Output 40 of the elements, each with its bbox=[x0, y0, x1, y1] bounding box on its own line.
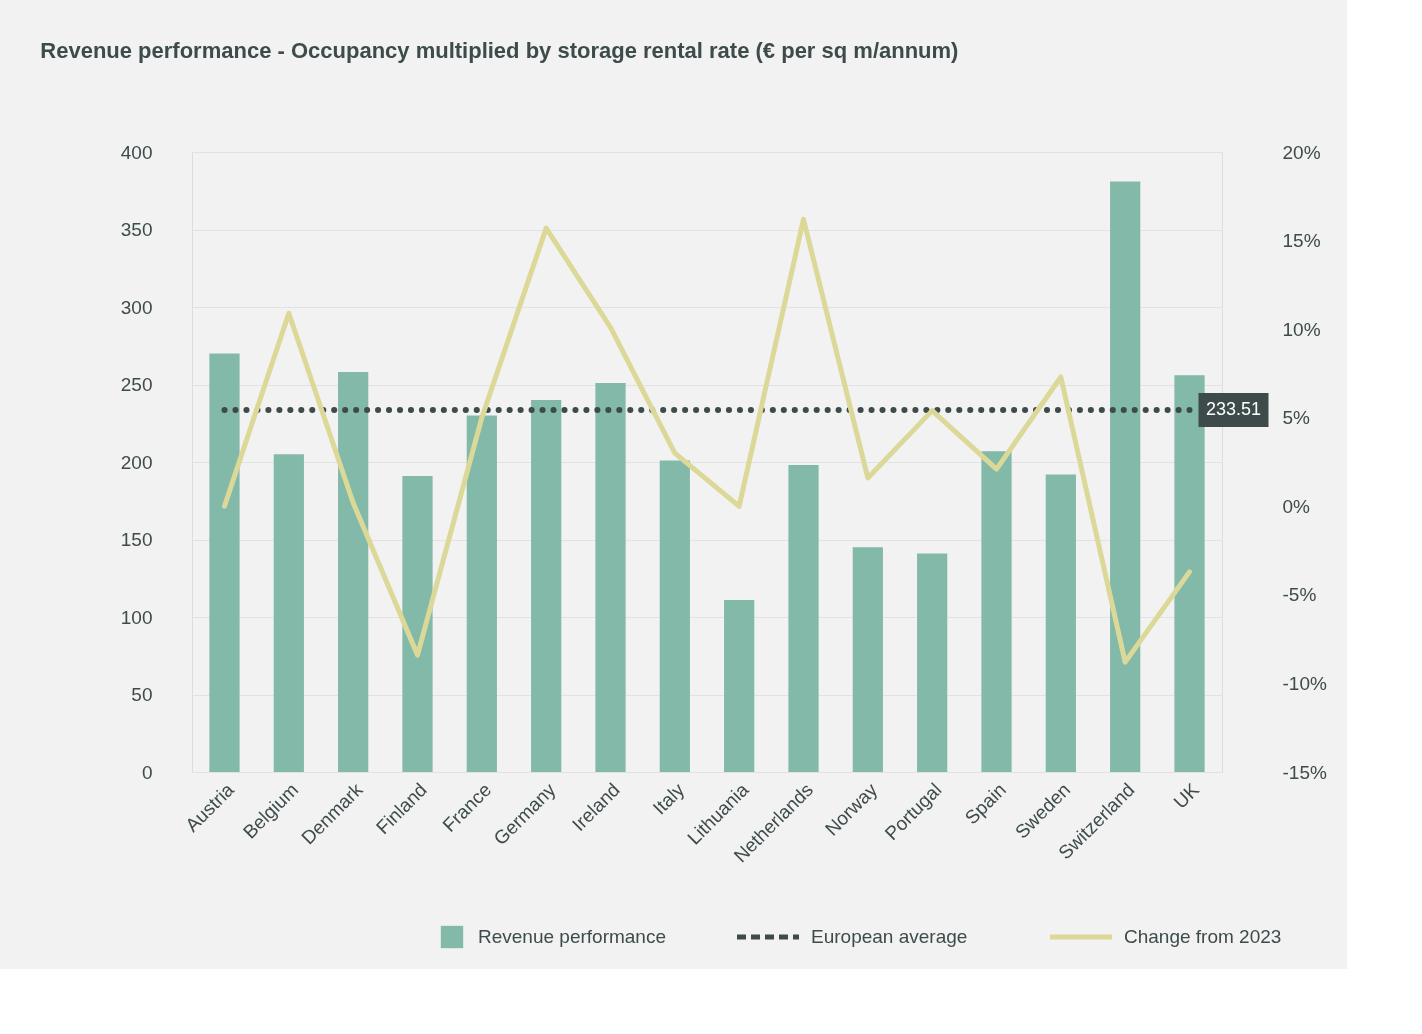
bar bbox=[981, 451, 1012, 772]
y2-tick-label: 5% bbox=[1282, 407, 1311, 429]
y-tick-label: 250 bbox=[120, 374, 153, 395]
bar bbox=[595, 382, 626, 772]
bar bbox=[1045, 474, 1076, 772]
bar bbox=[788, 465, 819, 772]
y-tick-label: 0 bbox=[141, 761, 153, 783]
data-label: 233.51 bbox=[1205, 399, 1262, 420]
y2-tick-label: 15% bbox=[1282, 230, 1321, 252]
y-tick-label: 200 bbox=[120, 451, 153, 473]
bar bbox=[852, 547, 883, 772]
x-tick-label: Italy bbox=[648, 778, 689, 819]
legend-label: Revenue performance bbox=[478, 926, 666, 947]
bar bbox=[466, 415, 497, 772]
y-tick-label: 350 bbox=[120, 219, 153, 240]
y2-tick-label: 20% bbox=[1282, 141, 1321, 163]
x-tick-label: UK bbox=[1169, 778, 1204, 813]
bar bbox=[917, 553, 948, 772]
y2-tick-label: 0% bbox=[1282, 495, 1311, 517]
bar bbox=[1110, 181, 1141, 772]
bar bbox=[338, 372, 369, 772]
bar bbox=[724, 599, 755, 772]
chart-title: Revenue performance - Occupancy multiplied by storage rental rate (€ per sq m/annum) bbox=[40, 38, 959, 63]
bar bbox=[273, 454, 304, 772]
y-tick-label: 300 bbox=[120, 296, 153, 318]
legend-label: European average bbox=[811, 926, 968, 947]
y-tick-label: 150 bbox=[120, 529, 153, 550]
y-tick-label: 400 bbox=[120, 141, 153, 163]
y2-tick-label: 10% bbox=[1282, 318, 1321, 340]
y2-tick-label: -10% bbox=[1282, 672, 1327, 694]
bar bbox=[402, 475, 433, 772]
bar bbox=[1174, 375, 1205, 772]
bar bbox=[659, 460, 690, 772]
legend-label: Change from 2023 bbox=[1124, 926, 1282, 947]
bar bbox=[531, 400, 562, 772]
bar bbox=[209, 353, 240, 772]
y-tick-label: 100 bbox=[120, 606, 153, 628]
y2-tick-label: -15% bbox=[1282, 761, 1327, 783]
y2-tick-label: -5% bbox=[1282, 584, 1317, 606]
y-tick-label: 50 bbox=[131, 684, 153, 705]
